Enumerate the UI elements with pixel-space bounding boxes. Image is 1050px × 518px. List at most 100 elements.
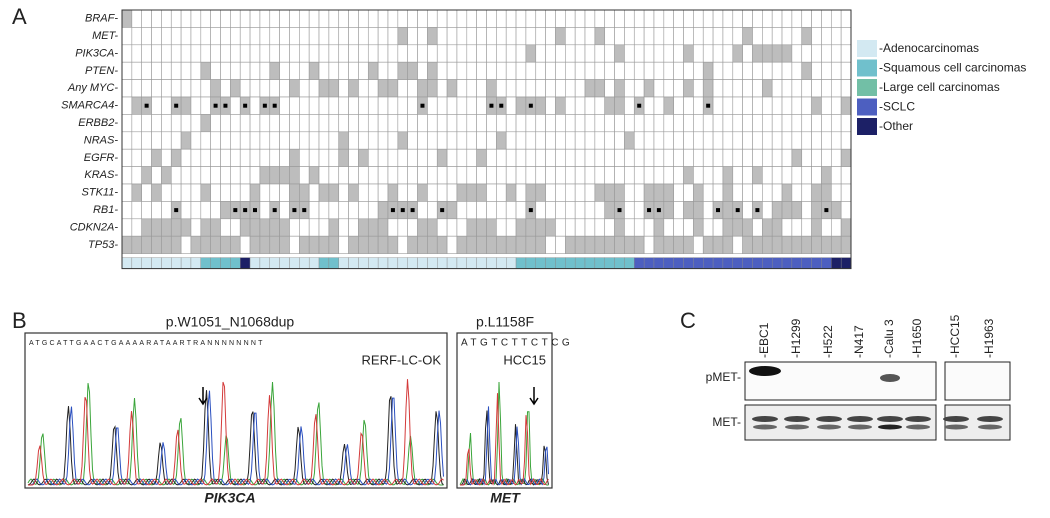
cell xyxy=(289,96,300,115)
cell xyxy=(594,235,606,254)
cell xyxy=(781,235,793,254)
cell xyxy=(633,218,645,237)
cell xyxy=(791,44,803,63)
cell xyxy=(190,218,202,237)
cell xyxy=(230,131,241,150)
legend-swatch xyxy=(857,118,877,135)
cell xyxy=(811,61,822,80)
cell xyxy=(239,235,251,254)
cell xyxy=(230,235,241,254)
cell xyxy=(170,114,182,133)
cell xyxy=(269,9,280,28)
cell xyxy=(190,9,202,28)
cell xyxy=(693,131,704,150)
cell xyxy=(180,114,192,133)
histology-cell xyxy=(515,257,527,269)
cell xyxy=(279,27,290,46)
cell xyxy=(427,96,438,115)
histology-cell xyxy=(358,257,369,269)
cell xyxy=(496,131,507,150)
cell xyxy=(712,235,724,254)
cell xyxy=(702,148,714,167)
cell xyxy=(446,148,458,167)
cell xyxy=(525,166,537,185)
cell xyxy=(348,96,359,115)
cell xyxy=(624,9,635,28)
cell xyxy=(180,27,192,46)
cell xyxy=(535,61,546,80)
histology-cell xyxy=(249,257,261,269)
cell xyxy=(555,166,566,185)
cell xyxy=(387,166,399,185)
cell xyxy=(811,148,822,167)
cell xyxy=(643,235,655,254)
cell xyxy=(230,9,241,28)
cell xyxy=(338,79,349,98)
cell xyxy=(318,27,330,46)
cell xyxy=(565,166,576,185)
cell xyxy=(407,44,418,63)
cell xyxy=(348,9,359,28)
cell xyxy=(801,9,812,28)
arrow xyxy=(529,387,539,406)
cell xyxy=(791,9,803,28)
histology-cell xyxy=(180,257,192,269)
cell xyxy=(604,61,615,80)
cell xyxy=(161,131,172,150)
cell xyxy=(289,27,300,46)
blot-row-label: MET- xyxy=(712,415,741,429)
cell xyxy=(555,131,566,150)
cell xyxy=(574,96,586,115)
cell xyxy=(318,44,330,63)
cell xyxy=(496,114,507,133)
cell xyxy=(712,96,724,115)
cell xyxy=(279,218,290,237)
cell xyxy=(683,148,694,167)
cell xyxy=(722,235,734,254)
cell xyxy=(771,27,783,46)
cell xyxy=(436,96,448,115)
cell xyxy=(811,235,822,254)
cell xyxy=(762,61,773,80)
histology-cell xyxy=(279,257,290,269)
cell xyxy=(712,44,724,63)
cell xyxy=(417,9,428,28)
histology-cell xyxy=(821,257,832,269)
cell xyxy=(407,218,418,237)
cell xyxy=(259,131,271,150)
cell xyxy=(269,79,280,98)
cell xyxy=(358,44,369,63)
cell xyxy=(397,131,408,150)
cell xyxy=(476,131,487,150)
cell xyxy=(170,27,182,46)
cell xyxy=(840,9,852,28)
cell xyxy=(555,235,566,254)
cell xyxy=(771,114,783,133)
histology-cell xyxy=(210,257,221,269)
cell xyxy=(456,96,468,115)
cell xyxy=(545,27,556,46)
cell xyxy=(624,183,635,202)
cell xyxy=(417,166,428,185)
cell xyxy=(397,27,408,46)
cell xyxy=(397,79,408,98)
histology-cell xyxy=(299,257,310,269)
trace-frame xyxy=(24,332,448,489)
cell xyxy=(574,218,586,237)
cell xyxy=(318,114,330,133)
cell xyxy=(328,235,340,254)
cell xyxy=(456,79,468,98)
cell xyxy=(811,183,822,202)
cell xyxy=(259,201,271,220)
cell xyxy=(643,96,655,115)
cell xyxy=(781,183,793,202)
cell xyxy=(505,61,517,80)
mutation-dot xyxy=(716,208,721,213)
mutation-dot xyxy=(272,208,277,213)
trace-line xyxy=(27,381,444,486)
cell xyxy=(771,9,783,28)
cell xyxy=(466,218,477,237)
cell xyxy=(801,235,812,254)
cell xyxy=(594,166,606,185)
legend-swatch xyxy=(857,98,877,116)
